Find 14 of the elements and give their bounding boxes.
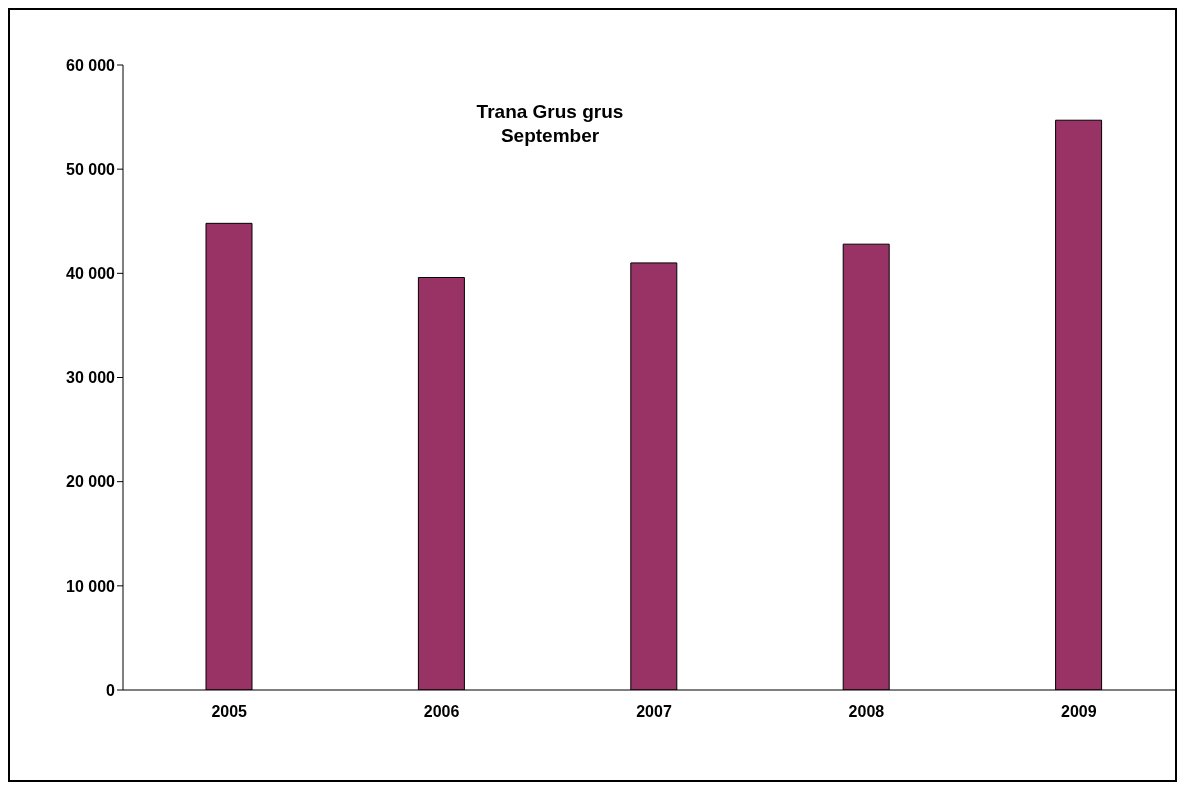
text: Trana Grus grus	[475, 100, 625, 124]
y-tick-label: 20 000	[66, 473, 116, 491]
x-tick-label: 2008	[848, 703, 885, 721]
y-tick-label: 30 000	[66, 369, 116, 387]
x-tick-label: 2007	[636, 703, 672, 721]
y-tick-label: 10 000	[66, 577, 116, 595]
text: September	[499, 124, 601, 148]
y-tick-label: 40 000	[66, 265, 116, 283]
x-tick-label: 2009	[1061, 703, 1097, 721]
y-tick-label: 50 000	[66, 160, 116, 178]
y-tick-label: 60 000	[66, 56, 116, 74]
x-tick-label: 2005	[211, 703, 248, 721]
x-tick-label: 2006	[423, 703, 460, 721]
y-tick-label: 0	[106, 681, 116, 699]
